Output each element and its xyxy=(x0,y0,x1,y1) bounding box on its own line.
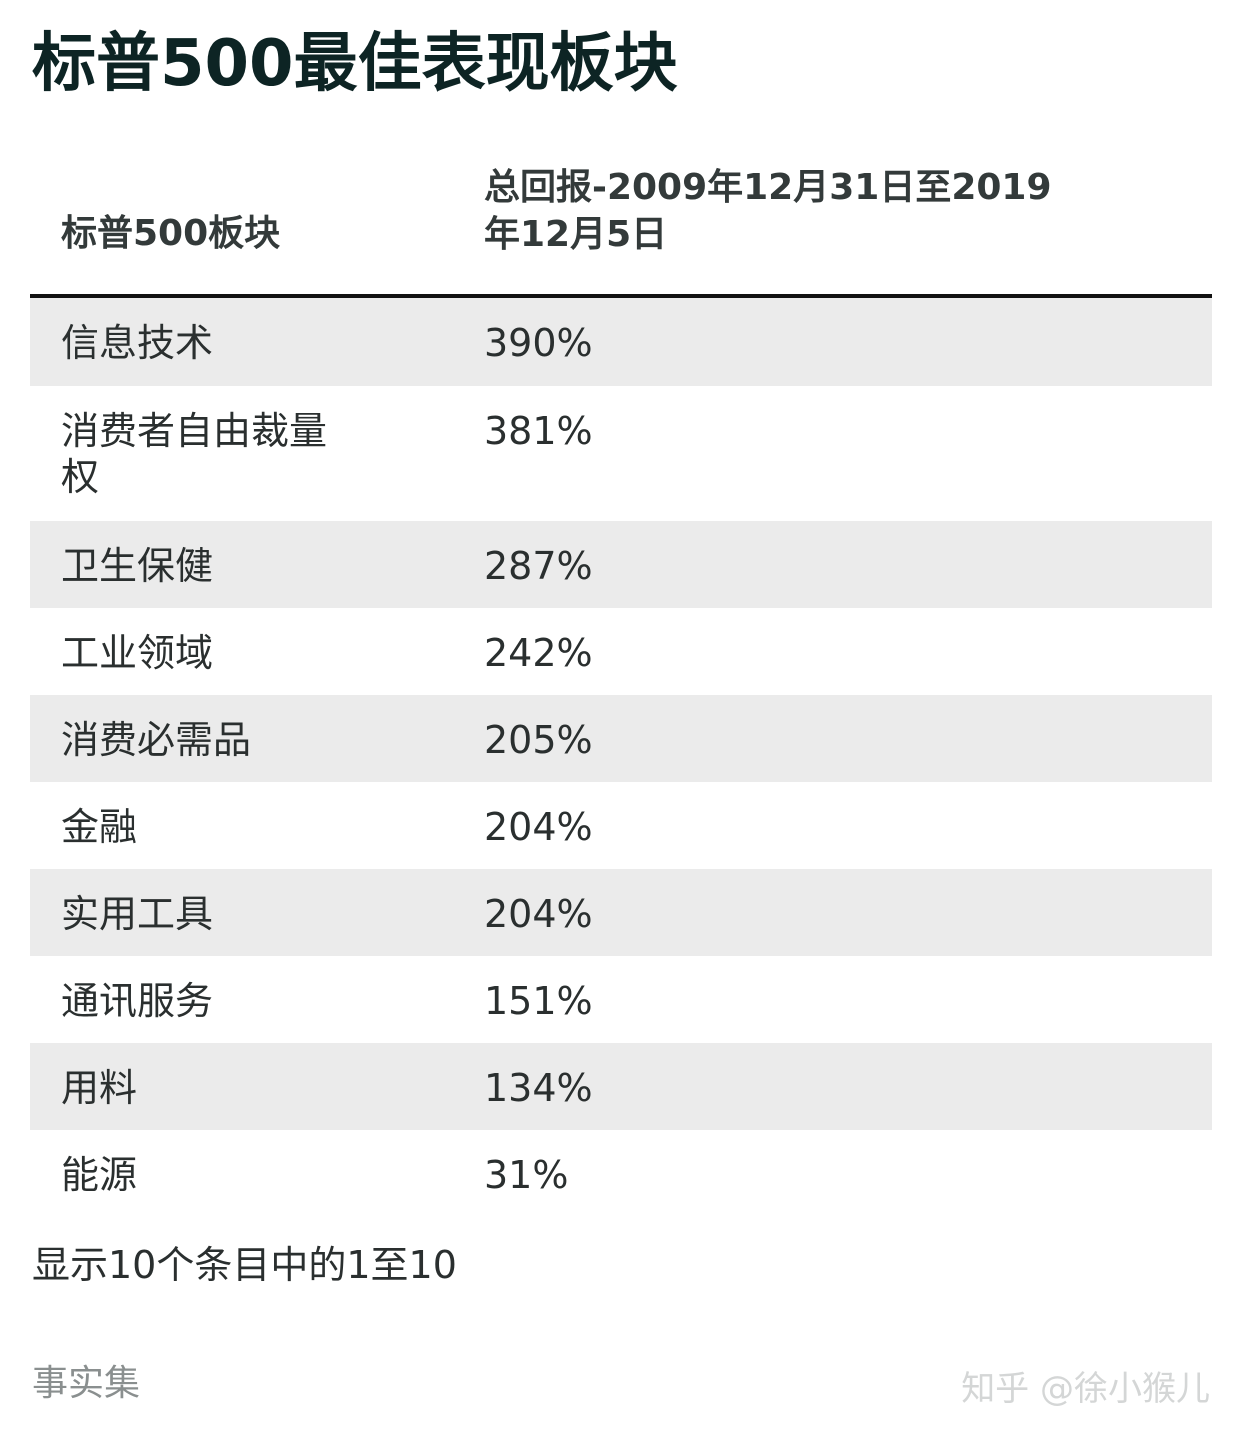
sector-cell: 工业领域 xyxy=(61,631,214,675)
column-header-sector[interactable]: 标普500板块 xyxy=(61,213,281,254)
sector-cell: 用料 xyxy=(61,1066,138,1110)
source-label: 事实集 xyxy=(32,1363,141,1404)
table-row: 能源 31% xyxy=(30,1130,1212,1217)
sector-cell: 实用工具 xyxy=(61,892,214,936)
return-cell: 287% xyxy=(484,544,593,588)
return-cell: 205% xyxy=(484,718,593,762)
sector-cell: 能源 xyxy=(61,1153,138,1197)
column-header-total-return[interactable]: 总回报-2009年12月31日至2019 年12月5日 xyxy=(484,164,1184,258)
return-cell: 381% xyxy=(484,409,593,453)
table-row: 工业领域 242% xyxy=(30,608,1212,695)
table-header: 标普500板块 总回报-2009年12月31日至2019 年12月5日 xyxy=(30,160,1212,298)
table-row: 金融 204% xyxy=(30,782,1212,869)
return-cell: 242% xyxy=(484,631,593,675)
sector-cell: 卫生保健 xyxy=(61,544,214,588)
table-row: 信息技术 390% xyxy=(30,298,1212,386)
sector-cell: 通讯服务 xyxy=(61,979,214,1023)
return-cell: 204% xyxy=(484,892,593,936)
return-cell: 204% xyxy=(484,805,593,849)
table-row: 用料 134% xyxy=(30,1043,1212,1130)
return-cell: 151% xyxy=(484,979,593,1023)
table-row: 消费必需品 205% xyxy=(30,695,1212,782)
column-header-total-return-line1: 总回报-2009年12月31日至2019 xyxy=(484,167,1052,208)
return-cell: 390% xyxy=(484,321,593,365)
return-cell: 31% xyxy=(484,1153,569,1197)
sector-cell: 消费必需品 xyxy=(61,718,252,762)
sector-cell: 金融 xyxy=(61,805,138,849)
sector-cell: 消费者自由裁量权 xyxy=(61,409,328,499)
sector-cell: 信息技术 xyxy=(61,321,214,365)
sector-returns-table: 标普500板块 总回报-2009年12月31日至2019 年12月5日 信息技术… xyxy=(30,160,1212,1217)
column-header-total-return-line2: 年12月5日 xyxy=(484,214,668,255)
page-title: 标普500最佳表现板块 xyxy=(32,27,678,101)
table-row: 卫生保健 287% xyxy=(30,521,1212,608)
table-row: 实用工具 204% xyxy=(30,869,1212,956)
table-row: 消费者自由裁量权 381% xyxy=(30,386,1212,521)
return-cell: 134% xyxy=(484,1066,593,1110)
table-row: 通讯服务 151% xyxy=(30,956,1212,1043)
table-entries-info: 显示10个条目中的1至10 xyxy=(32,1243,457,1287)
watermark: 知乎 @徐小猴儿 xyxy=(961,1369,1210,1409)
